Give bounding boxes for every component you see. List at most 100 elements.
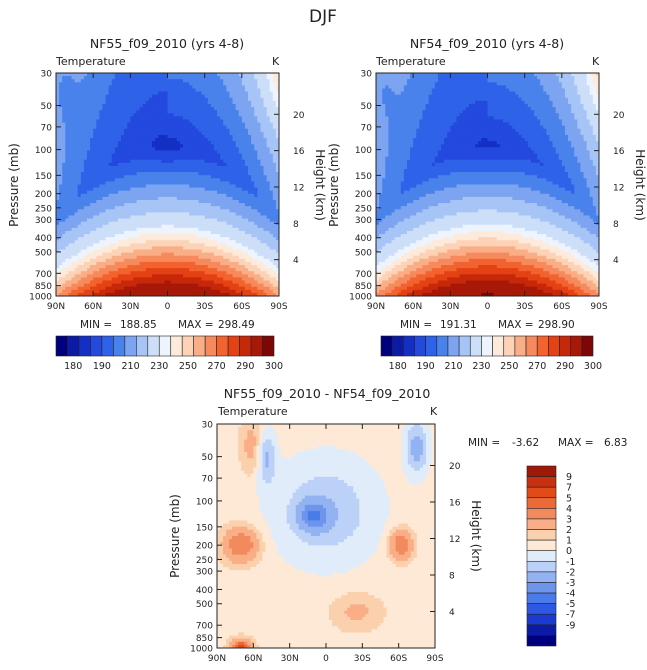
contour-cell [127,280,131,285]
contour-cell [105,193,110,198]
contour-cell [182,203,187,207]
contour-cell [86,110,91,114]
contour-cell [170,224,175,229]
contour-cell [179,255,184,260]
contour-cell [217,116,221,120]
contour-cell [248,187,252,192]
contour-cell [220,128,224,133]
contour-cell [189,144,193,148]
contour-cell [207,103,212,108]
contour-cell [213,283,218,288]
contour-cell [108,271,113,275]
contour-cell [96,134,100,139]
contour-cell [266,88,271,93]
contour-cell [158,246,162,251]
contour-cell [133,218,138,223]
contour-cell [198,103,203,108]
contour-cell [158,234,162,238]
contour-cell [260,271,265,275]
contour-cell [77,193,82,198]
contour-cell [251,199,255,204]
contour-cell [260,100,265,105]
contour-cell [251,85,255,89]
contour-cell [186,224,190,229]
contour-cell [77,103,82,108]
contour-cell [254,73,258,77]
contour-cell [226,162,230,167]
contour-cell [204,215,209,220]
contour-cell [161,181,165,185]
contour-cell [124,215,128,220]
contour-cell [223,103,227,108]
contour-cell [65,212,69,216]
contour-cell [217,110,221,114]
contour-cell [182,125,187,130]
contour-cell [68,125,72,130]
contour-cell [176,122,181,127]
contour-cell [179,246,184,251]
contour-cell [148,274,153,278]
contour-cell [74,169,79,173]
contour-cell [62,255,66,260]
contour-cell [111,97,116,102]
contour-cell [86,147,91,151]
contour-cell [108,184,113,189]
contour-cell [59,218,63,223]
contour-cell [65,196,69,201]
contour-cell [148,203,153,207]
contour-cell [223,91,227,96]
contour-cell [251,82,255,86]
contour-cell [173,76,178,80]
contour-cell [152,122,156,127]
contour-cell [192,94,196,99]
contour-cell [244,190,249,195]
contour-cell [102,193,107,198]
contour-cell [226,243,230,247]
contour-cell [102,218,107,223]
contour-cell [182,268,187,272]
contour-cell [269,141,274,145]
contour-cell [108,147,113,151]
contour-cell [179,196,184,201]
contour-cell [269,91,274,96]
contour-cell [170,159,175,164]
contour-cell [173,116,178,120]
contour-cell [114,97,119,102]
contour-cell [179,128,184,133]
contour-cell [65,230,69,235]
contour-cell [244,153,249,158]
contour-cell [170,73,175,77]
contour-cell [145,283,150,288]
contour-cell [244,138,249,142]
contour-cell [77,246,82,251]
contour-cell [164,187,168,192]
contour-cell [269,252,274,257]
contour-cell [83,280,88,285]
contour-cell [102,209,107,213]
contour-cell [220,271,224,275]
contour-cell [65,209,69,213]
contour-cell [186,196,190,201]
contour-cell [142,134,147,139]
contour-cell [229,94,234,99]
contour-cell [167,193,172,198]
contour-cell [83,116,88,120]
contour-cell [173,119,178,124]
contour-cell [142,147,147,151]
contour-cell [257,184,261,189]
contour-cell [232,283,237,288]
contour-cell [124,107,128,111]
contour-cell [164,110,168,114]
contour-cell [176,187,181,192]
contour-cell [161,193,165,198]
contour-cell [96,116,100,120]
contour-cell [186,125,190,130]
contour-cell [207,88,212,93]
contour-cell [127,162,131,167]
contour-cell [217,175,221,179]
contour-cell [105,122,110,127]
contour-cell [226,212,230,216]
contour-cell [68,230,72,235]
contour-cell [223,97,227,102]
